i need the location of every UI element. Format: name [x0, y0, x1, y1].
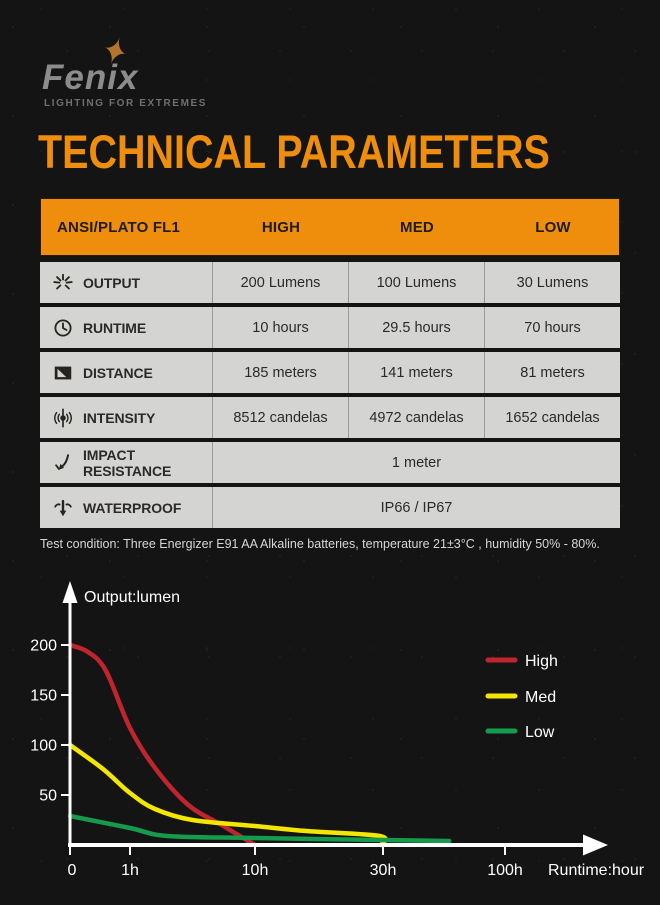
header-col-high: HIGH: [261, 218, 301, 236]
legend-label-low: Low: [525, 724, 555, 741]
x-tick-label: 30h: [370, 862, 397, 879]
series-line-high: [67, 642, 258, 848]
chart-axis-labels: Output:lumen Runtime:hour: [84, 589, 645, 879]
x-tick-label: 0: [68, 862, 77, 879]
waterproof-drops-icon: [54, 499, 72, 516]
legend-label-high: High: [525, 653, 558, 670]
spec-table-header: ANSI/PLATO FL1 HIGH MED LOW: [40, 198, 620, 256]
value-cell: 29.5 hours: [348, 307, 484, 348]
y-axis-title: Output:lumen: [84, 589, 180, 606]
value-cell: 8512 candelas: [212, 397, 348, 438]
row-label: DISTANCE: [83, 364, 153, 381]
table-row-intensity: INTENSITY 8512 candelas 4972 candelas 16…: [40, 397, 620, 438]
x-tick-label: 100h: [487, 862, 523, 879]
row-label-cell: OUTPUT: [40, 262, 212, 303]
value-cell: 10 hours: [212, 307, 348, 348]
runtime-chart: 200 150 100 50 0 1h 10h 30h 100h Output:lumen Run…: [30, 578, 660, 900]
page-title: TECHNICAL PARAMETERS: [38, 125, 550, 178]
value-cell: 4972 candelas: [348, 397, 484, 438]
row-label: RUNTIME: [83, 319, 147, 336]
row-label-cell: IMPACT RESISTANCE: [40, 442, 212, 483]
table-row-impact-resistance: IMPACT RESISTANCE 1 meter: [40, 442, 620, 483]
brand-tagline: LIGHTING FOR EXTREMES: [44, 98, 208, 109]
value-cell: 70 hours: [484, 307, 620, 348]
legend-label-med: Med: [525, 689, 556, 706]
value-cell: 100 Lumens: [348, 262, 484, 303]
spec-table: ANSI/PLATO FL1 HIGH MED LOW OUTPUT 200 L…: [40, 198, 620, 528]
y-tick-label: 150: [30, 688, 57, 705]
value-cell: 1652 candelas: [484, 397, 620, 438]
series-line-med: [67, 742, 388, 848]
value-cell: 81 meters: [484, 352, 620, 393]
y-tick-label: 50: [39, 788, 57, 805]
row-label: IMPACT RESISTANCE: [83, 446, 172, 479]
table-row-output: OUTPUT 200 Lumens 100 Lumens 30 Lumens: [40, 262, 620, 303]
row-label-cell: DISTANCE: [40, 352, 212, 393]
y-tick-label: 200: [30, 638, 57, 655]
chart-ticks: 200 150 100 50 0 1h 10h 30h 100h: [30, 638, 523, 880]
x-tick-label: 1h: [121, 862, 139, 879]
value-cell: 141 meters: [348, 352, 484, 393]
header-col-med: MED: [400, 218, 434, 236]
row-label: INTENSITY: [83, 409, 156, 426]
x-axis-arrow: [583, 834, 608, 856]
row-label: OUTPUT: [83, 274, 140, 291]
clock-runtime-icon: [54, 318, 72, 337]
beam-distance-icon: [54, 366, 72, 379]
impact-drop-icon: [55, 453, 70, 470]
test-condition-note: Test condition: Three Energizer E91 AA A…: [40, 537, 600, 551]
brand-logo: ✦ Fenix LIGHTING FOR EXTREMES: [42, 29, 242, 118]
row-label-cell: INTENSITY: [40, 397, 212, 438]
header-col-low: LOW: [535, 218, 571, 236]
header-standard-label: ANSI/PLATO FL1: [57, 218, 181, 236]
table-row-distance: DISTANCE 185 meters 141 meters 81 meters: [40, 352, 620, 393]
value-cell: 30 Lumens: [484, 262, 620, 303]
runtime-chart-svg: 200 150 100 50 0 1h 10h 30h 100h Output:lumen Run…: [30, 581, 645, 880]
value-cell-span: IP66 / IP67: [212, 487, 620, 528]
row-label-cell: WATERPROOF: [40, 487, 212, 528]
light-output-icon: [53, 273, 73, 289]
chart-legend: High Med Low: [485, 653, 558, 741]
y-tick-label: 100: [30, 738, 57, 755]
value-cell: 185 meters: [212, 352, 348, 393]
series-line-low: [67, 813, 452, 844]
value-cell-span: 1 meter: [212, 442, 620, 483]
row-label: WATERPROOF: [83, 499, 182, 516]
x-tick-label: 10h: [242, 862, 269, 879]
y-axis-arrow: [62, 581, 78, 603]
value-cell: 200 Lumens: [212, 262, 348, 303]
row-label-cell: RUNTIME: [40, 307, 212, 348]
x-axis-title: Runtime:hour: [548, 862, 645, 879]
brand-name: Fenix: [42, 58, 139, 97]
chart-curves: [67, 642, 452, 848]
chart-axes: [62, 581, 608, 856]
intensity-target-icon: [54, 407, 72, 428]
table-row-runtime: RUNTIME 10 hours 29.5 hours 70 hours: [40, 307, 620, 348]
table-row-waterproof: WATERPROOF IP66 / IP67: [40, 487, 620, 528]
